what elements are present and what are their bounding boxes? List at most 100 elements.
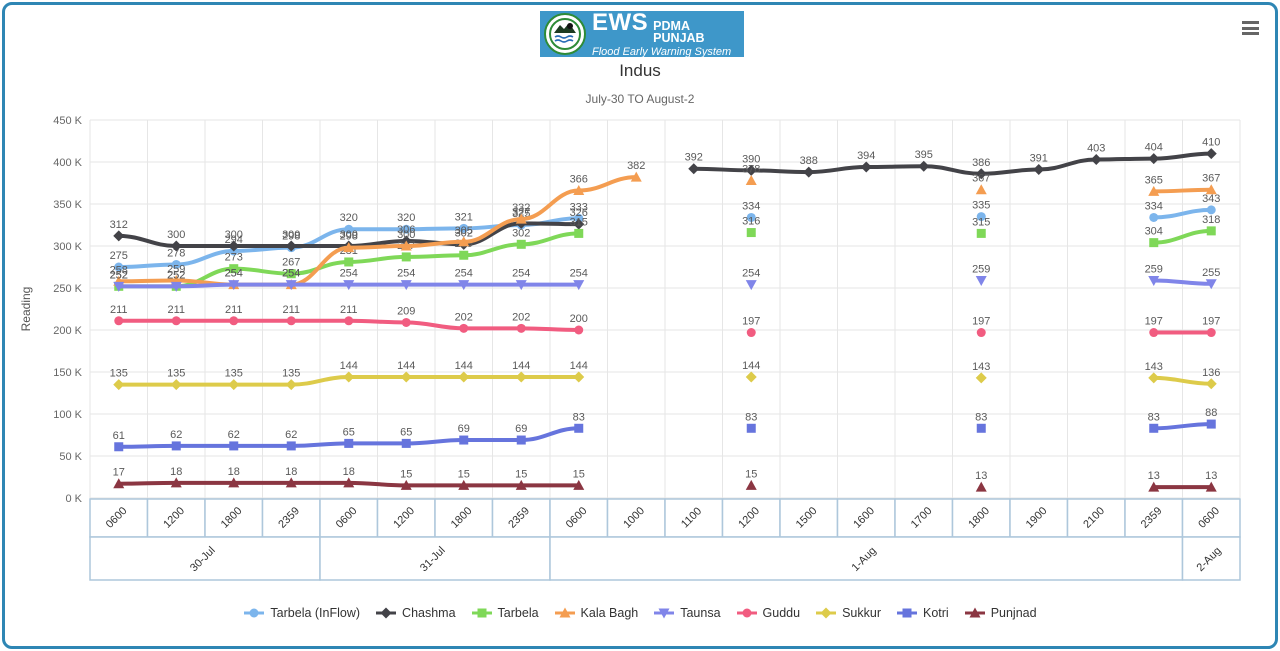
data-label: 197: [1145, 316, 1163, 328]
punjnad-point-marker: [1148, 481, 1160, 492]
legend-item-tarbela[interactable]: Tarbela: [471, 606, 539, 620]
kala-bagh-point-marker: [343, 242, 355, 253]
punjnad-point-marker: [170, 477, 182, 488]
data-label: 252: [110, 269, 128, 281]
data-label: 410: [1202, 137, 1220, 149]
legend-item-tarbela-inflow[interactable]: Tarbela (InFlow): [243, 606, 360, 620]
data-label: 326: [570, 207, 588, 219]
data-label: 15: [745, 468, 757, 480]
x-tick-cell: [664, 498, 724, 538]
chashma-point-marker: [285, 240, 297, 252]
taunsa-point-marker: [285, 280, 297, 291]
kotri-point-marker: [574, 423, 584, 433]
legend-label: Tarbela: [497, 606, 539, 620]
kotri-point-marker: [229, 441, 239, 451]
legend-item-sukkur[interactable]: Sukkur: [815, 606, 881, 620]
y-tick-label: 450 K: [53, 115, 82, 127]
legend-item-kala-bagh[interactable]: Kala Bagh: [554, 606, 638, 620]
series-sukkur: 135 135 135 135 144 144 144 144 144 144 143 143 136: [110, 360, 1220, 391]
data-label: 298: [340, 231, 358, 243]
legend-marker-shape: [742, 608, 752, 618]
sukkur-point-marker: [573, 371, 585, 383]
kotri-point-marker: [344, 438, 354, 448]
data-label: 332: [512, 202, 530, 214]
series-line-kala-bagh: [116, 175, 639, 287]
data-label: 17: [113, 467, 125, 479]
guddu-point-marker: [344, 316, 354, 326]
data-label: 258: [110, 264, 128, 276]
legend-marker-shape: [380, 607, 392, 619]
data-label: 300: [340, 229, 358, 241]
y-tick-label: 0 K: [65, 493, 82, 505]
data-label: 275: [110, 250, 128, 262]
data-label: 386: [972, 157, 990, 169]
data-label: 254: [225, 268, 243, 280]
tarbela-inflow-point-marker: [1206, 205, 1216, 215]
data-label: 252: [110, 269, 128, 281]
data-label: 259: [167, 263, 185, 275]
x-tick-cell: [376, 498, 436, 538]
tarbela-point-marker: [574, 228, 584, 238]
data-label: 135: [110, 368, 128, 380]
kotri-point-marker: [114, 442, 124, 452]
date-band-cell: [319, 536, 551, 581]
kotri-point-marker: [976, 423, 986, 433]
legend-item-kotri[interactable]: Kotri: [896, 606, 949, 620]
x-tick-cell: [549, 498, 609, 538]
legend-marker-tarbela-icon: [471, 608, 492, 618]
sukkur-point-marker: [458, 371, 470, 383]
data-label: 211: [225, 304, 243, 316]
data-label: 254: [455, 268, 473, 280]
legend-item-chashma[interactable]: Chashma: [375, 606, 456, 620]
guddu-point-marker: [286, 316, 296, 326]
chashma-point-marker: [113, 230, 125, 242]
pdma-emblem-icon: [544, 13, 586, 55]
tarbela-point-marker: [746, 228, 756, 238]
guddu-point-marker: [574, 325, 584, 335]
chashma-point-marker: [1148, 153, 1160, 165]
y-tick-label: 150 K: [53, 367, 82, 379]
punjnad-point-marker: [228, 477, 240, 488]
date-band-cell: [89, 536, 321, 581]
legend-item-taunsa[interactable]: Taunsa: [653, 606, 721, 620]
guddu-point-marker: [459, 323, 469, 333]
data-label: 315: [972, 216, 990, 228]
punjnad-point-marker: [975, 481, 987, 492]
flood-readings-chart: 0 K 50 K 100 K 150 K 200 K 250 K 300 K 350 K 400…: [19, 115, 1241, 581]
tarbela-inflow-point-marker: [344, 224, 354, 234]
chashma-point-marker: [918, 160, 930, 172]
kotri-point-marker: [171, 441, 181, 451]
data-label: 388: [800, 155, 818, 167]
legend-marker-guddu-icon: [736, 608, 757, 618]
y-tick-label: 350 K: [53, 199, 82, 211]
series-line-chashma: [691, 151, 1214, 176]
data-label: 65: [343, 426, 355, 438]
kala-bagh-point-marker: [400, 240, 412, 251]
data-label: 254: [570, 268, 588, 280]
legend-item-punjnad[interactable]: Punjnad: [964, 606, 1037, 620]
legend-label: Tarbela (InFlow): [270, 606, 361, 620]
legend-marker-kala-bagh-icon: [554, 607, 575, 618]
legend-label: Chashma: [402, 606, 456, 620]
series-line-tarbela-inflow: [1151, 207, 1214, 220]
taunsa-point-marker: [1205, 279, 1217, 290]
hamburger-menu-icon[interactable]: [1242, 21, 1259, 38]
sukkur-point-marker: [1205, 378, 1217, 390]
tarbela-inflow-point-marker: [976, 212, 986, 222]
legend-item-guddu[interactable]: Guddu: [736, 606, 800, 620]
data-label: 144: [742, 360, 760, 372]
legend-marker-taunsa-icon: [654, 608, 675, 619]
tarbela-point-marker: [516, 239, 526, 249]
data-label: 302: [455, 227, 473, 239]
data-label: 144: [512, 360, 530, 372]
guddu-point-marker: [401, 317, 411, 327]
data-label: 88: [1205, 407, 1217, 419]
data-label: 18: [228, 466, 240, 478]
data-label: 62: [170, 429, 182, 441]
series-taunsa: 252 252 254 254 254 254 254 254 254 254 259 259 255: [110, 263, 1220, 292]
data-label: 197: [1202, 316, 1220, 328]
punjnad-point-marker: [573, 479, 585, 490]
data-label: 298: [282, 231, 300, 243]
data-label: 367: [1202, 173, 1220, 185]
data-label: 254: [282, 268, 300, 280]
